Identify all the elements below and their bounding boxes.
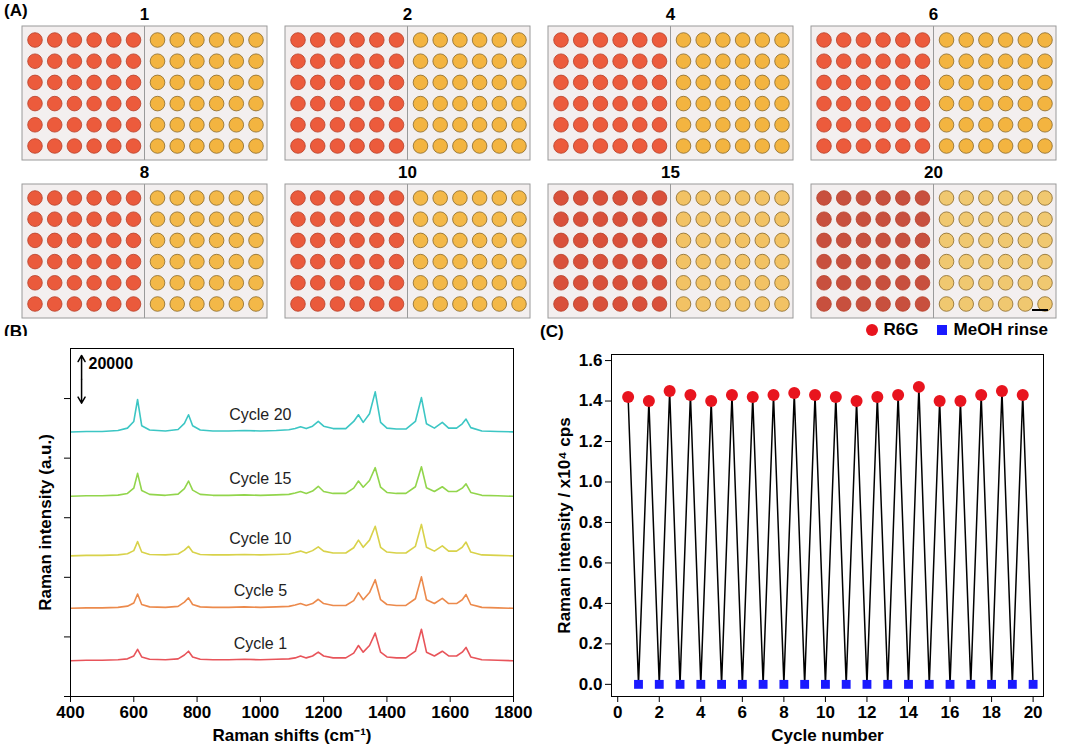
svg-text:8: 8 xyxy=(779,703,788,722)
svg-text:0.8: 0.8 xyxy=(579,513,603,532)
svg-text:400: 400 xyxy=(56,703,84,722)
svg-text:18: 18 xyxy=(982,703,1001,722)
svg-text:Cycle 10: Cycle 10 xyxy=(229,530,291,547)
svg-text:0.4: 0.4 xyxy=(579,594,603,613)
html-text:(B): (B) xyxy=(4,322,28,341)
svg-text:1200: 1200 xyxy=(305,703,343,722)
svg-text:15: 15 xyxy=(661,163,680,182)
svg-text:0.2: 0.2 xyxy=(579,634,603,653)
svg-text:6: 6 xyxy=(929,5,938,24)
svg-text:20: 20 xyxy=(924,163,943,182)
svg-text:1800: 1800 xyxy=(495,703,533,722)
svg-text:1.4: 1.4 xyxy=(579,391,603,410)
svg-text:1400: 1400 xyxy=(368,703,406,722)
svg-text:1.6: 1.6 xyxy=(579,351,603,370)
svg-text:0.6: 0.6 xyxy=(579,553,603,572)
svg-text:Raman intensity / x10⁴ cps: Raman intensity / x10⁴ cps xyxy=(555,417,574,633)
svg-text:2: 2 xyxy=(403,5,412,24)
svg-text:600: 600 xyxy=(120,703,148,722)
html-text:(C): (C) xyxy=(540,322,564,341)
svg-text:Cycle 1: Cycle 1 xyxy=(234,635,287,652)
svg-text:1.0: 1.0 xyxy=(579,472,603,491)
svg-text:0: 0 xyxy=(613,703,622,722)
svg-text:Cycle 15: Cycle 15 xyxy=(229,470,291,487)
svg-text:4: 4 xyxy=(666,5,676,24)
svg-text:Cycle 20: Cycle 20 xyxy=(229,406,291,423)
svg-text:14: 14 xyxy=(899,703,918,722)
svg-text:Raman shifts (cm⁻¹): Raman shifts (cm⁻¹) xyxy=(212,726,371,745)
svg-text:8: 8 xyxy=(140,163,149,182)
svg-text:10: 10 xyxy=(398,163,417,182)
svg-text:1.2: 1.2 xyxy=(579,432,603,451)
svg-text:1600: 1600 xyxy=(431,703,469,722)
svg-text:20000: 20000 xyxy=(89,355,134,372)
svg-text:Cycle 5: Cycle 5 xyxy=(234,582,287,599)
svg-text:4: 4 xyxy=(696,703,706,722)
html-text:R6G: R6G xyxy=(883,320,919,339)
svg-text:2: 2 xyxy=(655,703,664,722)
svg-text:12: 12 xyxy=(858,703,877,722)
svg-text:20: 20 xyxy=(1024,703,1043,722)
svg-text:0.0: 0.0 xyxy=(579,675,603,694)
svg-text:16: 16 xyxy=(941,703,960,722)
svg-text:10: 10 xyxy=(816,703,835,722)
svg-text:Cycle number: Cycle number xyxy=(771,726,884,745)
html-text:MeOH rinse: MeOH rinse xyxy=(953,320,1048,339)
svg-text:6: 6 xyxy=(738,703,747,722)
svg-text:1000: 1000 xyxy=(241,703,279,722)
svg-text:Raman intensity (a.u.): Raman intensity (a.u.) xyxy=(36,434,55,611)
svg-text:(A): (A) xyxy=(4,1,28,20)
svg-text:800: 800 xyxy=(183,703,211,722)
svg-text:1: 1 xyxy=(140,5,149,24)
